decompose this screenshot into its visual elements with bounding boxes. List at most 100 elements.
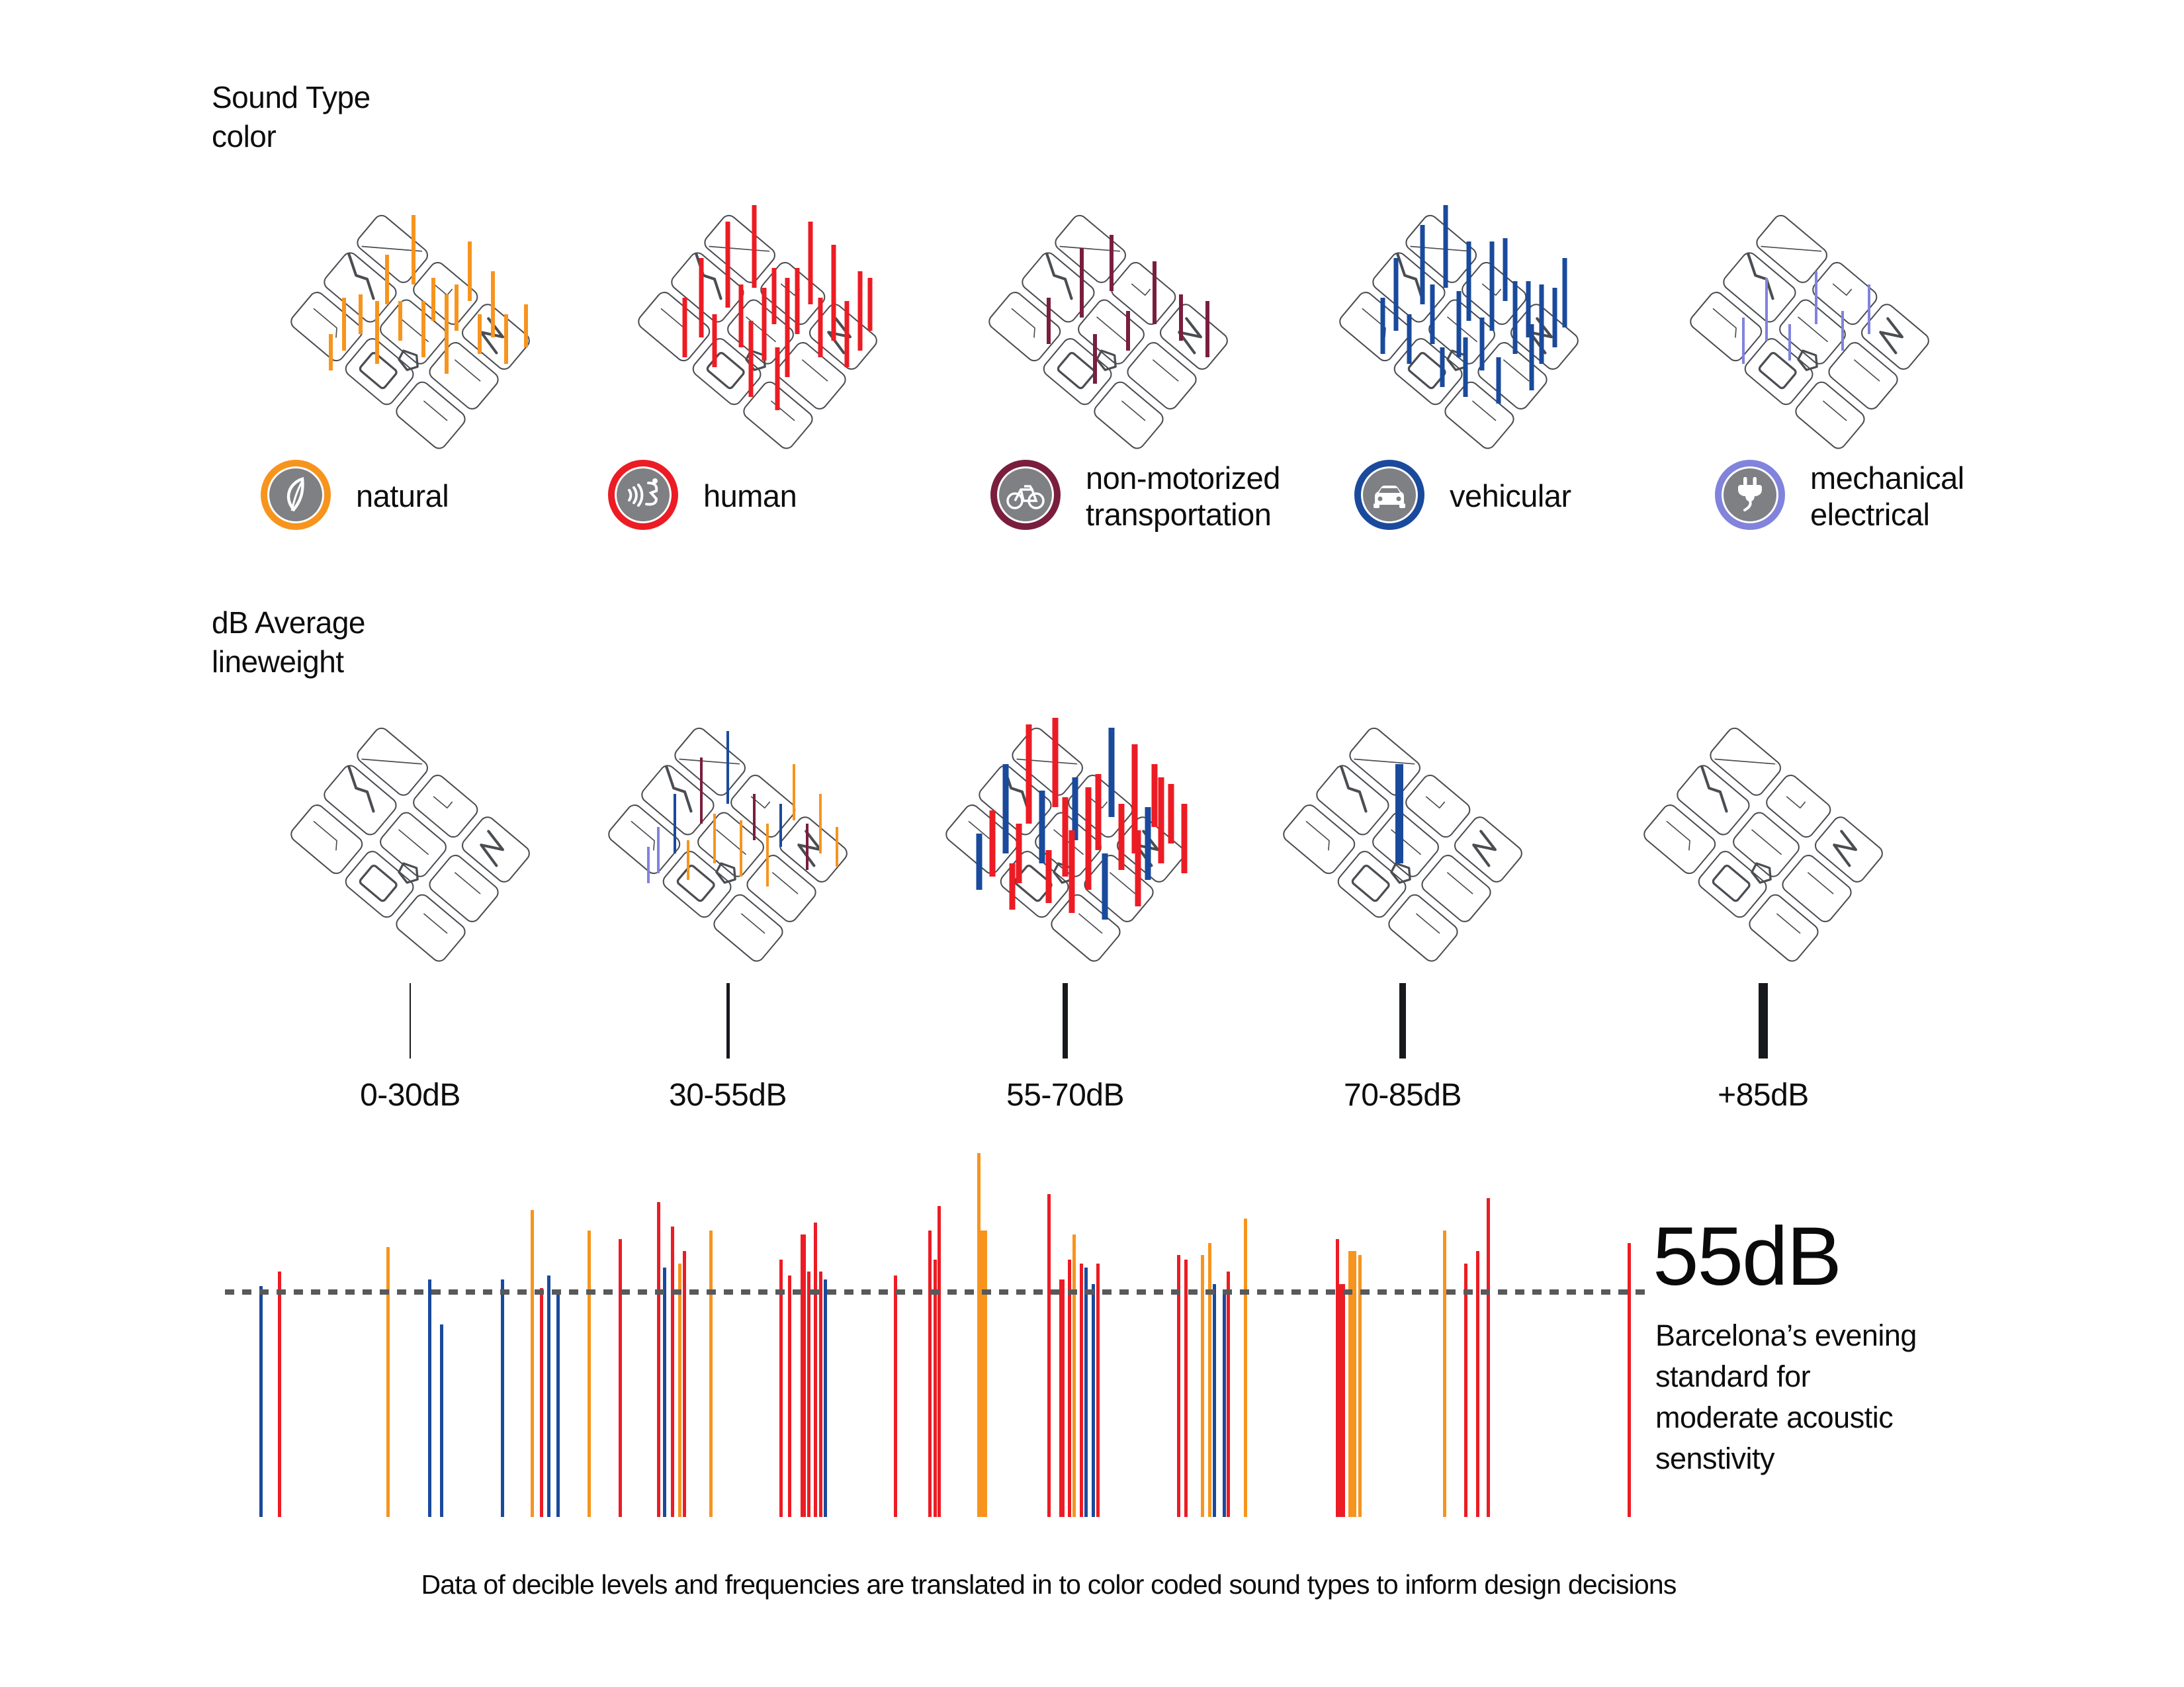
db-bar-natural	[1200, 1255, 1204, 1517]
db-bar-human	[539, 1288, 543, 1517]
lineweight-sample-0-30dB	[410, 983, 411, 1059]
db-bar-human	[1096, 1264, 1100, 1517]
city-block-map	[608, 727, 848, 962]
db-bar-human	[813, 1223, 817, 1517]
db-bar-human	[1335, 1239, 1339, 1517]
db-bar-human	[779, 1260, 783, 1517]
tile-non-motorized	[949, 198, 1267, 463]
lineweight-sample-70-85dB	[1399, 983, 1406, 1059]
db-range-label: +85dB	[1718, 1078, 1809, 1113]
db-bar-vehicular	[556, 1292, 560, 1517]
db-bar-human	[1226, 1272, 1230, 1517]
tile-natural	[251, 198, 569, 463]
city-block-map	[1690, 214, 1929, 449]
bicycle-icon	[989, 458, 1062, 535]
legend-label-vehicular: vehicular	[1450, 478, 1571, 514]
db-bar-human	[1463, 1264, 1467, 1517]
db-bar-vehicular	[427, 1279, 431, 1517]
plug-icon	[1715, 459, 1785, 530]
car-icon	[1354, 459, 1424, 530]
db-bar-human	[618, 1239, 622, 1517]
tile-85plus	[1604, 711, 1922, 976]
leaf-icon	[259, 458, 332, 535]
lineweight-sample-55-70dB	[1063, 983, 1068, 1059]
speaking-person-icon	[608, 459, 678, 530]
db-bar-vehicular	[823, 1279, 827, 1517]
db-bar-vehicular	[1084, 1268, 1088, 1517]
db-bar-natural	[1243, 1219, 1247, 1517]
city-block-map	[290, 214, 530, 449]
legend-item-non_motorized: non-motorized transportation	[989, 456, 1280, 536]
db-bar-human	[277, 1272, 281, 1517]
db-bar-human	[1059, 1279, 1065, 1517]
db-bar-human	[893, 1276, 897, 1517]
tile-55-70	[906, 711, 1224, 976]
caption: Data of decible levels and frequencies a…	[421, 1569, 1677, 1600]
legend-label-mechanical: mechanical electrical	[1810, 460, 1964, 532]
db-bar-vehicular	[259, 1286, 263, 1517]
tile-mechanical	[1651, 198, 1968, 463]
db-bar-natural	[1348, 1251, 1356, 1517]
db-bar-vehicular	[1091, 1284, 1095, 1517]
db-bar-natural	[386, 1247, 390, 1517]
db-bar-vehicular	[662, 1268, 666, 1517]
db-bar-human	[1486, 1198, 1490, 1517]
legend-item-natural: natural	[259, 456, 449, 536]
legend-label-non_motorized: non-motorized transportation	[1086, 460, 1280, 532]
leaf-icon	[261, 459, 331, 530]
db-bar-natural	[587, 1231, 591, 1517]
tile-30-55	[569, 711, 887, 976]
db-average-title: dB Average lineweight	[212, 605, 366, 679]
db-bar-vehicular	[439, 1324, 443, 1517]
db-bar-natural	[1442, 1231, 1446, 1517]
db-bar-vehicular	[1222, 1290, 1226, 1517]
db-bar-natural	[1072, 1234, 1076, 1517]
bicycle-icon	[990, 459, 1061, 530]
db-range-label: 0-30dB	[360, 1078, 460, 1113]
city-block-map	[988, 214, 1228, 449]
legend-item-vehicular: vehicular	[1353, 456, 1571, 536]
db-bar-human	[1067, 1260, 1071, 1517]
db-bar-human	[818, 1272, 822, 1517]
db-bar-human	[807, 1272, 810, 1517]
db-bar-human	[1184, 1260, 1188, 1517]
db-bar-human	[928, 1231, 932, 1517]
db-range-label: 55-70dB	[1006, 1078, 1124, 1113]
threshold-description: Barcelona’s evening standard for moderat…	[1655, 1319, 1917, 1476]
tile-70-85	[1244, 711, 1561, 976]
car-icon	[1353, 458, 1426, 535]
city-block-map	[638, 205, 877, 449]
db-bar-human	[1627, 1243, 1631, 1517]
lineweight-sample-+85dB	[1759, 983, 1768, 1059]
db-bar-human	[1338, 1284, 1345, 1517]
lineweight-sample-30-55dB	[726, 983, 730, 1059]
speaking-person-icon	[607, 458, 679, 535]
db-bar-human	[670, 1227, 674, 1517]
plug-icon	[1714, 458, 1786, 535]
db-bar-vehicular	[1212, 1284, 1216, 1517]
db-bar-natural	[1207, 1243, 1211, 1517]
db-bar-human	[937, 1206, 941, 1517]
db-bar-natural	[709, 1231, 713, 1517]
city-block-map	[1643, 727, 1883, 962]
city-block-map	[1339, 205, 1579, 449]
threshold-value: 55dB	[1653, 1211, 1842, 1303]
sound-type-title: Sound Type color	[212, 80, 371, 153]
legend-label-human: human	[703, 478, 797, 514]
legend-label-natural: natural	[356, 478, 449, 514]
db-bar-human	[801, 1234, 806, 1517]
db-bar-human	[1047, 1194, 1051, 1517]
db-bar-human	[1176, 1255, 1180, 1517]
city-block-map	[1283, 727, 1522, 962]
db-range-label: 70-85dB	[1344, 1078, 1462, 1113]
tile-0-30	[251, 711, 569, 976]
db-range-label: 30-55dB	[669, 1078, 787, 1113]
db-bar-human	[656, 1202, 660, 1517]
db-bar-natural	[978, 1231, 987, 1517]
db-bar-human	[787, 1276, 791, 1517]
legend-item-human: human	[607, 456, 797, 536]
db-bar-natural	[530, 1210, 534, 1517]
db-bar-human	[933, 1260, 937, 1517]
tile-vehicular	[1300, 198, 1618, 463]
